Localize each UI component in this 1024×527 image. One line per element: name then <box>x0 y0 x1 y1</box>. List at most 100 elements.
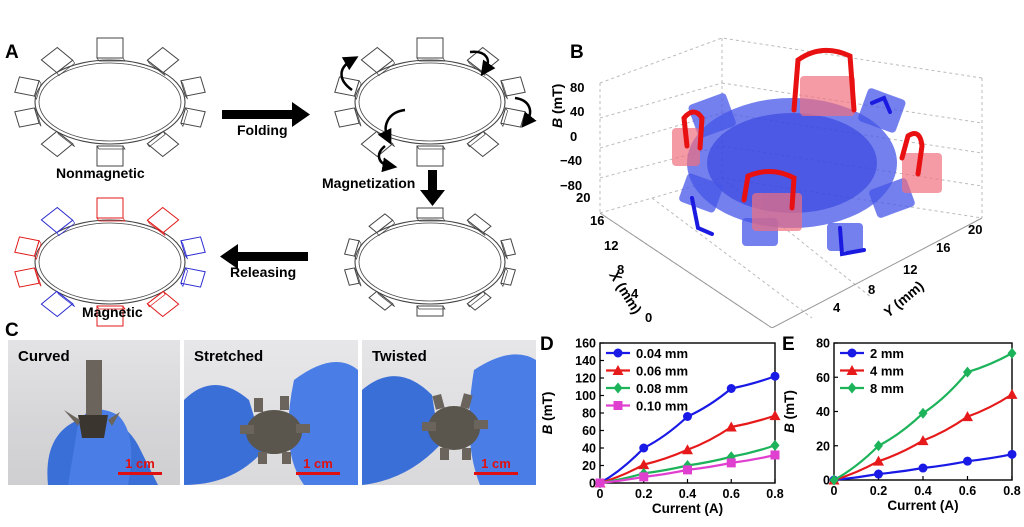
x-tick-label: 0 <box>597 487 604 501</box>
x-tick-label: 0.2 <box>870 484 887 498</box>
y-tick-label: 0 <box>823 474 830 488</box>
b-z-tick: 40 <box>570 104 585 119</box>
data-point <box>683 465 692 475</box>
data-point <box>1007 449 1017 459</box>
panel-a-schematic <box>14 37 537 327</box>
folding-label: Folding <box>237 122 288 138</box>
ring-tab <box>146 206 180 236</box>
data-point <box>918 463 928 473</box>
y-tick-label: 80 <box>816 337 830 351</box>
photo-curved: Curved 1 cm <box>8 340 180 485</box>
y-tick-label: 60 <box>816 371 830 385</box>
x-tick-label: 0.2 <box>635 487 652 501</box>
b-x-tick: 8 <box>617 262 625 277</box>
data-point <box>683 412 692 421</box>
legend-entry: 0.10 mm <box>606 399 688 414</box>
ring-tab <box>40 206 76 237</box>
ring-tab <box>334 107 362 128</box>
curved-photo-drawing <box>47 360 158 485</box>
data-point <box>770 371 780 381</box>
ring-tab <box>416 145 446 167</box>
legend-label: 4 mm <box>870 364 904 379</box>
data-point <box>847 382 857 394</box>
x-tick-label: 0.8 <box>766 487 783 501</box>
b-z-tick: 0 <box>570 129 578 144</box>
data-point <box>638 459 650 470</box>
ring-tab <box>360 46 396 77</box>
stretched-scalebar: 1 cm <box>296 456 340 475</box>
b-y-tick: 16 <box>936 240 951 255</box>
data-point <box>918 407 928 419</box>
field-loops-negative <box>690 95 892 257</box>
b-x-tick: 12 <box>604 238 619 253</box>
data-point <box>963 456 972 466</box>
data-point <box>612 365 624 375</box>
data-point <box>639 472 649 482</box>
photo-stretched: Stretched 1 cm <box>184 340 358 485</box>
nonmagnetic-label: Nonmagnetic <box>56 165 145 181</box>
ring-tab <box>96 37 126 62</box>
x-tick-label: 0.6 <box>723 487 740 501</box>
legend-label: 0.06 mm <box>636 364 688 379</box>
ring-tab <box>368 290 395 311</box>
magnetic-label: Magnetic <box>82 304 143 320</box>
x-axis-label: Current (A) <box>652 501 723 516</box>
legend-label: 0.04 mm <box>636 346 688 361</box>
data-point <box>682 444 693 455</box>
data-point <box>639 443 649 453</box>
chart-panel-letter: D <box>540 335 554 355</box>
data-point <box>847 348 857 358</box>
twisted-scalebar: 1 cm <box>474 456 518 475</box>
data-point <box>726 458 736 468</box>
ring-tab <box>40 46 76 77</box>
data-point <box>726 384 736 393</box>
ring-tab <box>466 290 492 311</box>
twisted-title: Twisted <box>372 348 427 365</box>
data-point <box>770 450 780 460</box>
magnetic-ring <box>14 197 206 327</box>
y-tick-label: 140 <box>575 354 596 368</box>
data-point <box>829 474 839 486</box>
ring-tab <box>466 130 500 158</box>
data-point <box>846 365 858 375</box>
x-tick-label: 0.4 <box>679 487 696 501</box>
data-point <box>874 440 883 452</box>
b-y-tick: 12 <box>903 262 918 277</box>
b-y-tick: 8 <box>868 282 876 297</box>
field-loops-positive <box>681 47 925 211</box>
data-point <box>963 366 972 378</box>
legend-label: 0.10 mm <box>636 399 688 414</box>
ring-tab <box>466 213 492 236</box>
twisted-photo-drawing <box>362 354 536 485</box>
curved-arrow-1 <box>340 56 359 92</box>
data-point <box>595 478 605 488</box>
data-point <box>613 382 623 394</box>
legend-label: 2 mm <box>870 346 904 361</box>
legend-label: 0.08 mm <box>636 381 688 396</box>
ring-tab <box>14 267 42 288</box>
b-z-tick: −80 <box>560 178 583 193</box>
data-point <box>1006 388 1018 399</box>
b-x-tick: 0 <box>645 310 653 325</box>
curved-arrow-2 <box>469 50 496 77</box>
ring-tab <box>500 238 517 260</box>
data-point <box>725 421 737 432</box>
data-point <box>613 401 623 410</box>
ring-tab <box>96 305 126 327</box>
ring-tab <box>343 267 362 287</box>
folding-arrow <box>222 102 310 127</box>
photo-twisted: Twisted 1 cm <box>362 340 536 485</box>
data-point <box>770 439 780 451</box>
y-tick-label: 60 <box>582 424 596 438</box>
ring-tab <box>180 236 206 260</box>
series-1 <box>594 410 781 488</box>
data-point <box>874 469 883 479</box>
ring-tab <box>146 130 180 158</box>
y-tick-label: 100 <box>575 389 596 403</box>
ring-tab <box>343 238 362 260</box>
ring-tab <box>14 76 42 100</box>
y-tick-label: 120 <box>575 372 596 386</box>
ring-tab <box>500 107 526 128</box>
legend-entry: 0.04 mm <box>606 346 688 361</box>
